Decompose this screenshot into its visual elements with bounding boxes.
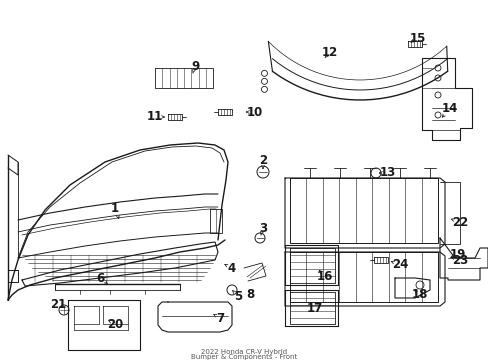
Text: Bumper & Components - Front: Bumper & Components - Front <box>190 354 297 360</box>
Text: 12: 12 <box>321 45 337 58</box>
Text: 8: 8 <box>245 288 254 302</box>
Text: 14: 14 <box>441 102 457 114</box>
Text: 5: 5 <box>233 289 242 302</box>
Text: 17: 17 <box>306 302 323 315</box>
Text: 20: 20 <box>107 318 123 330</box>
Text: 7: 7 <box>216 311 224 324</box>
Text: 15: 15 <box>409 31 426 45</box>
Text: 3: 3 <box>259 221 266 234</box>
Text: 18: 18 <box>411 288 427 302</box>
Text: 21: 21 <box>50 298 66 311</box>
Text: 10: 10 <box>246 105 263 118</box>
Text: 19: 19 <box>449 248 465 261</box>
Text: 1: 1 <box>111 202 119 215</box>
Text: 6: 6 <box>96 271 104 284</box>
Text: 24: 24 <box>391 258 407 271</box>
Text: 4: 4 <box>227 261 236 274</box>
Text: 2: 2 <box>259 153 266 166</box>
Text: 16: 16 <box>316 270 332 283</box>
Text: 2022 Honda CR-V Hybrid: 2022 Honda CR-V Hybrid <box>201 349 286 355</box>
Text: 13: 13 <box>379 166 395 180</box>
Text: 22: 22 <box>451 216 467 229</box>
Text: 23: 23 <box>451 253 467 266</box>
Text: 9: 9 <box>190 59 199 72</box>
Text: 11: 11 <box>146 111 163 123</box>
